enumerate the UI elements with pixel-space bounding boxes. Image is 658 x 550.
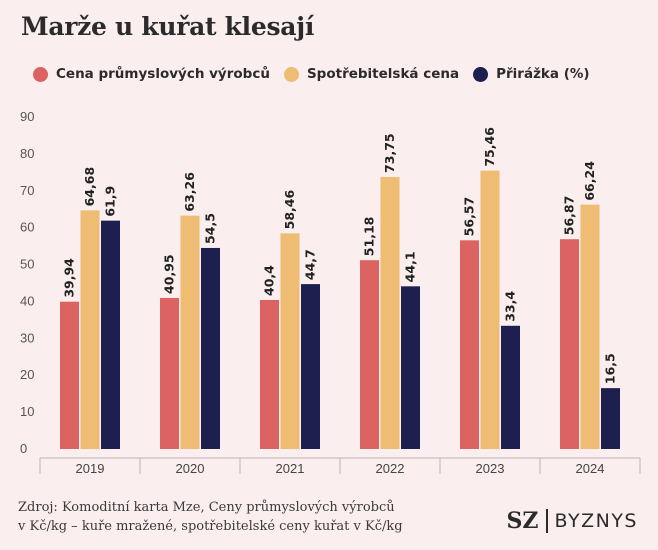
legend-swatch-spotrebitelska [283,66,299,82]
bar [560,239,579,449]
bar [201,247,220,449]
bar [160,297,179,449]
source-line-2: v Kč/kg – kuře mražené, spotřebitelské c… [18,519,403,534]
bar [301,284,320,449]
legend-item-cena: Cena průmyslových výrobců [33,66,270,82]
bar [280,233,300,449]
bar [401,286,420,449]
bar-chart: 0 10 20 30 40 50 60 70 80 90 39,94 64,68 61,9 2019 40,… [20,109,641,476]
bar [360,260,379,449]
legend-swatch-prirazka [473,66,489,82]
legend-swatch-cena [33,66,48,82]
data-label: 44,1 [403,251,418,282]
data-label: 16,5 [603,353,618,384]
bar [601,388,620,449]
y-tick-label: 0 [20,441,27,456]
data-label: 39,94 [62,258,77,298]
x-tick-label: 2024 [576,461,605,476]
data-label: 73,75 [382,133,397,173]
legend-label-prirazka: Přirážka (%) [496,66,590,82]
bar [101,220,120,449]
chart-title: Marže u kuřat klesají [21,12,315,41]
data-label: 44,7 [303,249,318,280]
x-tick-label: 2023 [476,461,505,476]
y-tick-label: 20 [20,367,34,382]
data-label: 51,18 [362,217,377,257]
data-label: 54,5 [203,213,218,244]
data-label: 61,9 [103,186,118,217]
bar [480,170,500,449]
data-label: 40,95 [162,254,177,294]
bar [501,325,520,449]
y-tick-label: 50 [20,257,34,272]
data-label: 40,4 [262,265,277,296]
legend-label-spotrebitelska: Spotřebitelská cena [306,66,460,82]
legend-label-cena: Cena průmyslových výrobců [56,66,270,82]
data-label: 63,26 [182,172,197,212]
data-label: 64,68 [82,167,97,207]
y-tick-label: 70 [20,183,34,198]
x-tick-label: 2020 [176,461,205,476]
bar [260,299,279,449]
bar [380,176,400,449]
y-tick-label: 60 [20,220,34,235]
data-label: 75,46 [482,127,497,167]
data-label: 33,4 [503,291,518,322]
bar [60,301,79,449]
x-tick-label: 2022 [376,461,405,476]
bar [460,240,479,449]
y-tick-label: 40 [20,293,34,308]
legend: Cena průmyslových výrobců Spotřebitelská… [33,66,604,82]
brand-byznys: BYZNYS [554,510,638,532]
data-label: 56,87 [562,196,577,236]
legend-item-prirazka: Přirážka (%) [473,66,590,82]
x-tick-label: 2021 [276,461,305,476]
source-line-1: Zdroj: Komoditní karta Mze, Ceny průmysl… [18,500,395,515]
brand-logo: SZ BYZNYS [507,508,638,534]
bar [180,215,200,449]
data-label: 66,24 [582,161,597,201]
data-label: 56,57 [462,197,477,237]
brand-sz: SZ [506,508,539,534]
data-label: 58,46 [282,190,297,230]
x-tick-label: 2019 [76,461,105,476]
source-note: Zdroj: Komoditní karta Mze, Ceny průmysl… [18,498,403,536]
bar [80,210,100,449]
y-tick-label: 30 [20,330,34,345]
bar [580,204,600,449]
y-tick-label: 80 [20,146,34,161]
legend-item-spotrebitelska: Spotřebitelská cena [283,66,460,82]
y-tick-label: 90 [20,109,34,124]
brand-separator [545,509,548,533]
y-tick-label: 10 [20,404,34,419]
